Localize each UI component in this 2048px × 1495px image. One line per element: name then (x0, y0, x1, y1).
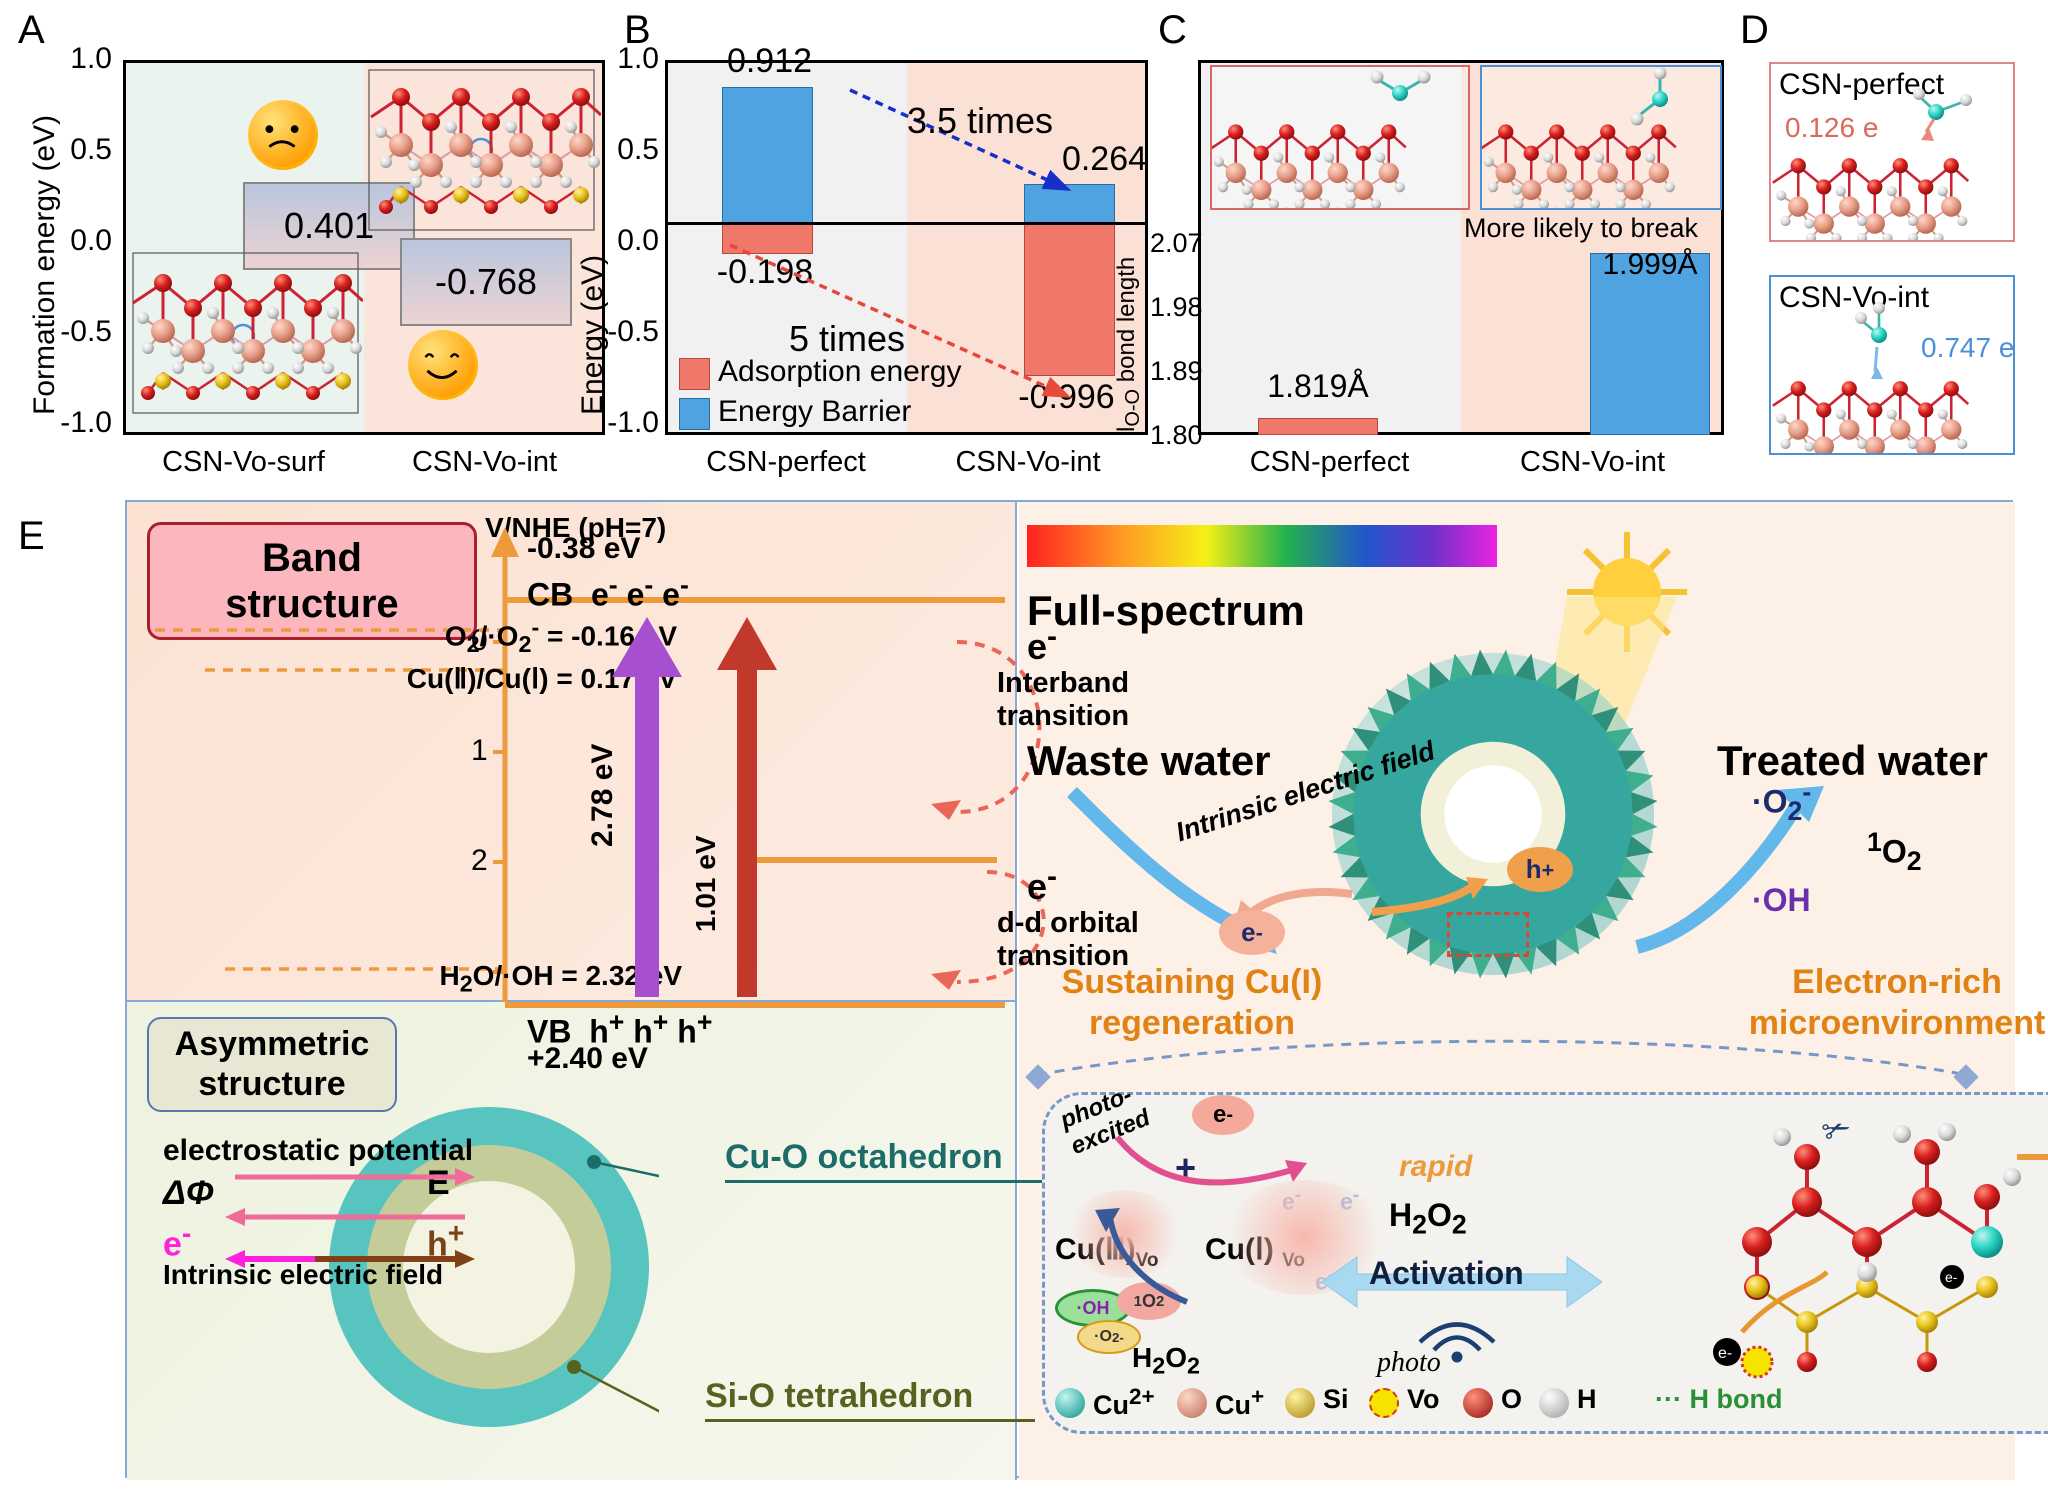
svg-text:2: 2 (471, 844, 488, 877)
svg-text:e-: e- (1718, 1345, 1732, 1362)
svg-text:1: 1 (471, 734, 488, 767)
svg-text:1.01 eV: 1.01 eV (690, 835, 721, 932)
svg-text:2.78 eV: 2.78 eV (586, 744, 619, 847)
svg-text:e-: e- (1945, 1269, 1958, 1285)
svg-text:✃: ✃ (1822, 1112, 1851, 1150)
